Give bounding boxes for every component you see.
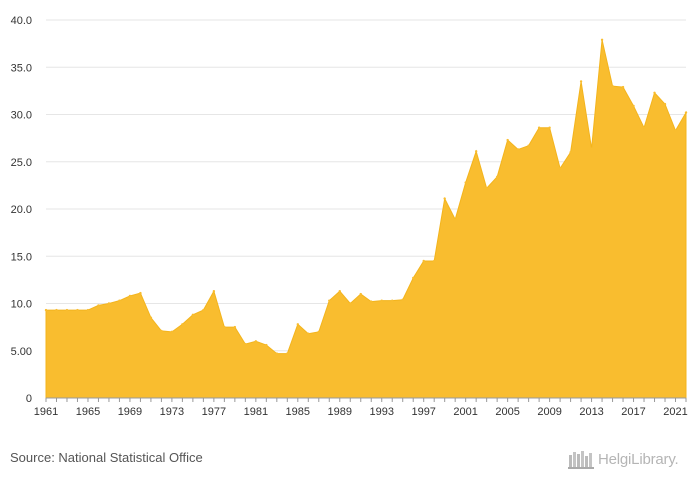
gridlines	[46, 19, 686, 352]
x-tick-label: 2013	[579, 406, 603, 418]
x-tick-label: 1977	[202, 406, 226, 418]
data-point	[296, 323, 300, 326]
data-point	[44, 308, 48, 312]
area-fill	[45, 39, 687, 399]
data-point	[338, 290, 341, 293]
data-point	[590, 147, 593, 150]
data-point	[86, 308, 90, 312]
y-tick-label: 10.0	[11, 299, 32, 311]
data-point	[632, 104, 635, 108]
data-point	[107, 302, 111, 305]
data-point	[684, 111, 688, 114]
x-tick-label: 1997	[411, 406, 435, 418]
data-point	[76, 308, 79, 312]
data-point	[506, 138, 509, 142]
data-point	[474, 150, 478, 153]
y-tick-label: 30.0	[11, 110, 32, 122]
x-tick-label: 2017	[621, 406, 645, 418]
x-tick-label: 2005	[495, 406, 519, 418]
data-point	[495, 175, 499, 179]
helgi-library-logo: HelgiLibrary.	[568, 447, 679, 471]
data-point	[380, 299, 383, 302]
data-point	[359, 292, 362, 296]
data-point	[453, 218, 457, 221]
data-point	[443, 197, 446, 200]
x-tick-label: 2021	[663, 406, 687, 418]
y-tick-label: 15.0	[11, 251, 32, 263]
data-point	[128, 294, 132, 298]
data-point	[317, 330, 320, 334]
data-point	[432, 259, 436, 263]
data-point	[349, 302, 352, 305]
x-tick-label: 1993	[369, 406, 393, 418]
data-point	[65, 308, 69, 312]
data-point	[401, 298, 404, 301]
data-point	[485, 187, 488, 190]
area-chart: 0 5.00 10.0 15.0 20.0 25.0 30.0 35.0 40.0 1961 196…	[11, 15, 688, 418]
x-tick-label: 1985	[286, 406, 310, 418]
y-tick-label: 5.00	[11, 346, 32, 358]
x-tick-label: 1961	[34, 406, 58, 418]
data-point	[191, 313, 195, 317]
y-tick-label: 20.0	[11, 204, 32, 216]
x-tick-label: 2001	[453, 406, 477, 418]
data-point	[181, 323, 184, 326]
area-series	[44, 38, 688, 399]
data-point	[621, 85, 625, 89]
data-point	[464, 181, 467, 184]
y-tick-label: 40.0	[11, 15, 32, 27]
data-point	[254, 340, 258, 343]
data-point	[422, 259, 425, 263]
data-point	[391, 299, 394, 302]
axes: 0 5.00 10.0 15.0 20.0 25.0 30.0 35.0 40.0 1961 196…	[11, 15, 688, 418]
data-point	[118, 299, 121, 302]
data-point	[275, 352, 279, 355]
data-point	[244, 342, 247, 346]
data-point	[170, 330, 174, 334]
data-point	[97, 304, 100, 307]
data-point	[307, 332, 310, 335]
data-point	[139, 291, 142, 295]
data-point	[223, 325, 226, 329]
data-point	[537, 126, 541, 129]
data-point	[233, 325, 237, 329]
data-point	[579, 80, 583, 83]
data-point	[674, 129, 677, 132]
y-tick-label: 25.0	[11, 157, 32, 169]
data-point	[548, 126, 551, 129]
x-tick-label: 1989	[328, 406, 352, 418]
data-point	[663, 102, 667, 106]
data-point	[370, 300, 373, 303]
x-tick-label: 1981	[244, 406, 268, 418]
data-point	[212, 290, 216, 293]
data-point	[653, 91, 656, 94]
data-point	[149, 316, 153, 319]
data-point	[611, 84, 614, 88]
x-tick-label: 1965	[76, 406, 100, 418]
data-point	[558, 167, 562, 170]
data-point	[412, 276, 415, 280]
x-tick-label: 1969	[118, 406, 142, 418]
x-tick-label: 2009	[537, 406, 561, 418]
source-note: Source: National Statistical Office	[10, 450, 203, 465]
data-point	[202, 308, 205, 312]
y-tick-label: 0	[26, 393, 32, 405]
library-books-icon	[568, 451, 594, 469]
data-point	[55, 308, 58, 312]
data-point	[569, 151, 572, 154]
data-point	[527, 144, 530, 147]
data-point	[516, 148, 520, 151]
y-tick-label: 35.0	[11, 62, 32, 74]
logo-text: HelgiLibrary.	[598, 450, 679, 468]
data-point	[328, 299, 331, 302]
x-tick-label: 1973	[160, 406, 184, 418]
data-point	[286, 352, 289, 355]
data-point	[642, 126, 646, 129]
data-point	[160, 329, 163, 333]
data-point	[600, 38, 604, 42]
data-point	[265, 343, 268, 347]
